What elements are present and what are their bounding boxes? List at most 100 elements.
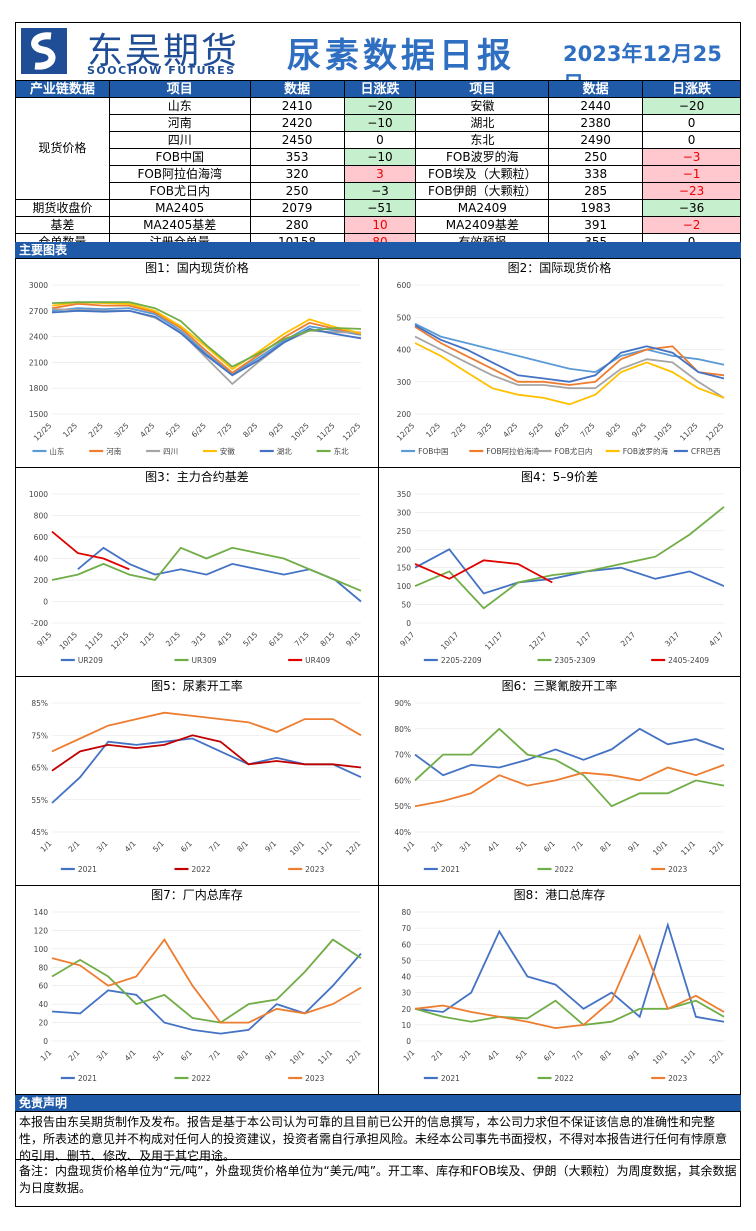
table-row: FOB中国 353 −10 FOB波罗的海 250 −3 xyxy=(16,148,741,166)
series-line xyxy=(51,737,362,804)
table-header-row: 产业链数据 项目 数据 日涨跌 项目 数据 日涨跌 xyxy=(15,80,741,98)
x-tick-label: 10/1 xyxy=(288,839,306,857)
value-cell: 280 xyxy=(249,216,345,234)
x-tick-label: 7/25 xyxy=(578,421,596,439)
series-line xyxy=(51,711,362,753)
series-line xyxy=(51,546,362,592)
legend-label: 2023 xyxy=(305,1074,324,1083)
header-cell: 项目 xyxy=(108,80,251,98)
y-tick-label: 60 xyxy=(401,940,411,949)
x-tick-label: 8/25 xyxy=(241,421,259,439)
x-tick-label: 11/25 xyxy=(315,421,337,443)
series-line xyxy=(414,342,725,406)
x-tick-label: 9/25 xyxy=(630,421,648,439)
x-tick-label: 9/15 xyxy=(35,630,53,648)
x-tick-label: 4/1 xyxy=(123,1048,138,1063)
y-tick-label: 20 xyxy=(401,1005,411,1014)
y-tick-label: 65% xyxy=(31,764,48,773)
header-cell: 产业链数据 xyxy=(15,80,110,98)
line-chart: 45% 55% 65% 75% 85% 1/1 2/1 3/1 4/1 5/1 6/1 7/1 8/1 9… xyxy=(31,699,362,874)
series-line xyxy=(77,546,362,603)
value-cell: 250 xyxy=(548,148,644,166)
section-charts-header: 主要图表 xyxy=(15,242,741,258)
x-tick-label: 6/1 xyxy=(542,1048,557,1063)
chart-title: 图1：国内现货价格 xyxy=(145,261,249,275)
x-tick-label: 3/25 xyxy=(112,421,130,439)
note-text: 备注：内盘现货价格单位为“元/吨”，外盘现货价格单位为“美元/吨”。开工率、库存… xyxy=(15,1159,741,1207)
series-line xyxy=(414,548,725,595)
x-tick-label: 1/1 xyxy=(402,1048,417,1063)
y-tick-label: 400 xyxy=(34,555,49,564)
chart-panel: 图1：国内现货价格 1500 1800 2100 2400 2700 3000 12/25 1/… xyxy=(15,258,379,468)
header-cell: 数据 xyxy=(548,80,644,98)
series-line xyxy=(414,506,725,610)
y-tick-label: 3000 xyxy=(29,281,48,290)
y-tick-label: 60% xyxy=(394,776,411,785)
change-cell: 0 xyxy=(343,131,417,149)
x-tick-label: 2/25 xyxy=(450,421,468,439)
data-table: 产业链数据 项目 数据 日涨跌 项目 数据 日涨跌 现货价格 山东 2410 −20 安… xyxy=(15,80,741,251)
y-tick-label: 100 xyxy=(34,945,49,954)
legend-label: 2023 xyxy=(305,865,324,874)
row-group-label: 现货价格 xyxy=(15,97,110,200)
x-tick-label: 10/25 xyxy=(289,421,311,443)
table-row: 河南 2420 −10 湖北 2380 0 xyxy=(16,114,741,132)
chart-title: 图5：尿素开工率 xyxy=(151,679,243,693)
x-tick-label: 6/1 xyxy=(542,839,557,854)
x-tick-label: 5/1 xyxy=(151,1048,166,1063)
brand-name-en: SOOCHOW FUTURES xyxy=(87,64,236,77)
item-cell: FOB伊朗（大颗粒） xyxy=(415,182,550,200)
x-tick-label: 3/15 xyxy=(190,630,208,648)
x-tick-label: 6/25 xyxy=(553,421,571,439)
legend-label: 东北 xyxy=(334,446,349,456)
series-line xyxy=(414,727,725,777)
x-tick-label: 8/15 xyxy=(318,630,336,648)
x-tick-label: 12/1 xyxy=(707,1048,725,1066)
x-tick-label: 10/25 xyxy=(652,421,674,443)
chart-panel: 图5：尿素开工率 45% 55% 65% 75% 85% 1/1 2/1 3/1 4/1 5/1 6/… xyxy=(15,676,379,886)
y-tick-label: 600 xyxy=(34,533,49,542)
y-tick-label: 80% xyxy=(394,725,411,734)
legend-label: FOB阿拉伯海湾 xyxy=(486,446,539,456)
series-line xyxy=(51,307,362,376)
x-tick-label: 12/17 xyxy=(527,630,549,652)
legend-label: 四川 xyxy=(163,447,178,456)
x-tick-label: 2/1 xyxy=(430,1048,445,1063)
x-tick-label: 3/1 xyxy=(95,1048,110,1063)
x-tick-label: 2/1 xyxy=(67,839,82,854)
x-tick-label: 2/15 xyxy=(164,630,182,648)
value-cell: 2079 xyxy=(249,199,345,217)
y-tick-label: 90% xyxy=(394,699,411,708)
y-tick-label: 60 xyxy=(38,982,48,991)
x-tick-label: 3/25 xyxy=(475,421,493,439)
series-line xyxy=(414,764,725,808)
series-line xyxy=(51,301,362,371)
header-cell: 日涨跌 xyxy=(343,80,417,98)
legend-label: 湖北 xyxy=(277,447,292,456)
legend-label: 2021 xyxy=(441,865,460,874)
x-tick-label: 6/15 xyxy=(267,630,285,648)
change-cell: −20 xyxy=(642,97,741,115)
y-tick-label: 75% xyxy=(31,731,48,740)
legend-label: 2021 xyxy=(78,865,97,874)
chart-panel: 图6：三聚氰胺开工率 40% 50% 60% 70% 80% 90% 1/1 2/1 3/1 4/1… xyxy=(378,676,741,886)
x-tick-label: 1/25 xyxy=(61,421,79,439)
series-line xyxy=(414,324,725,383)
x-tick-label: 11/1 xyxy=(316,839,334,857)
y-tick-label: 2100 xyxy=(29,358,48,367)
series-line xyxy=(414,559,553,584)
x-tick-label: 2/25 xyxy=(87,421,105,439)
disclaimer-text: 本报告由东吴期货制作及发布。报告是基于本公司认为可靠的且目前已公开的信息撰写，本… xyxy=(15,1111,741,1163)
value-cell: 2410 xyxy=(249,97,345,115)
x-tick-label: 4/25 xyxy=(138,421,156,439)
y-tick-label: 1000 xyxy=(29,490,48,499)
line-chart: 0 20 40 60 80 100 120 140 1/1 2/1 3/1 4/1 5/1 6/1 7/1 8… xyxy=(34,908,363,1083)
y-tick-label: 0 xyxy=(406,619,411,628)
x-tick-label: 12/25 xyxy=(341,421,363,443)
chart-title: 图6：三聚氰胺开工率 xyxy=(501,679,618,693)
y-tick-label: 45% xyxy=(31,828,48,837)
x-tick-label: 10/17 xyxy=(439,630,461,652)
y-tick-label: 200 xyxy=(34,576,49,585)
value-cell: 2380 xyxy=(548,114,644,132)
value-cell: 320 xyxy=(249,165,345,183)
